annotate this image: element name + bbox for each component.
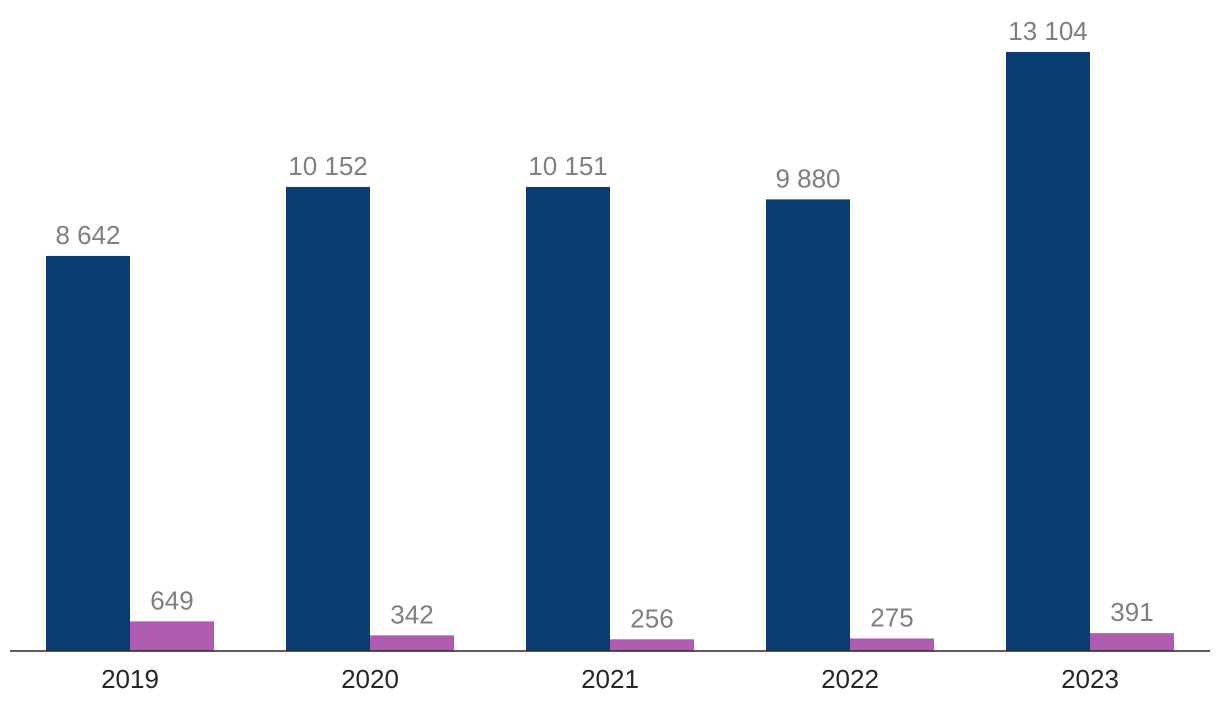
- bar-2019-series-1: [46, 255, 130, 652]
- x-tick-label-2019: 2019: [101, 664, 159, 694]
- data-label-2020-series-2: 342: [390, 599, 433, 629]
- x-tick-label-2022: 2022: [821, 664, 879, 694]
- data-label-2019-series-1: 8 642: [55, 220, 120, 250]
- bar-2022-series-1: [766, 199, 850, 651]
- bars-layer: [46, 52, 1174, 652]
- bar-2021-series-1: [526, 186, 610, 651]
- bar-2019-series-2: [130, 621, 214, 651]
- data-label-2022-series-1: 9 880: [775, 163, 840, 193]
- data-label-2020-series-1: 10 152: [288, 151, 368, 181]
- data-label-2022-series-2: 275: [870, 602, 913, 632]
- data-label-2019-series-2: 649: [150, 585, 193, 615]
- bar-2020-series-2: [370, 635, 454, 651]
- bar-2023-series-2: [1090, 633, 1174, 651]
- x-tick-label-2021: 2021: [581, 664, 639, 694]
- data-label-2023-series-1: 13 104: [1008, 16, 1088, 46]
- value-labels-layer: 8 642 649 10 152 342 10 151 256 9 880 275 13 104…: [55, 16, 1153, 633]
- bar-2021-series-2: [610, 639, 694, 651]
- bar-2023-series-1: [1006, 52, 1090, 651]
- data-label-2021-series-1: 10 151: [528, 151, 608, 181]
- x-tick-labels: 2019 2020 2021 2022 2023: [101, 664, 1119, 694]
- x-tick-label-2023: 2023: [1061, 664, 1119, 694]
- x-tick-label-2020: 2020: [341, 664, 399, 694]
- bar-2022-series-2: [850, 638, 934, 651]
- data-label-2023-series-2: 391: [1110, 597, 1153, 627]
- data-label-2021-series-2: 256: [630, 603, 673, 633]
- bar-2020-series-1: [286, 186, 370, 651]
